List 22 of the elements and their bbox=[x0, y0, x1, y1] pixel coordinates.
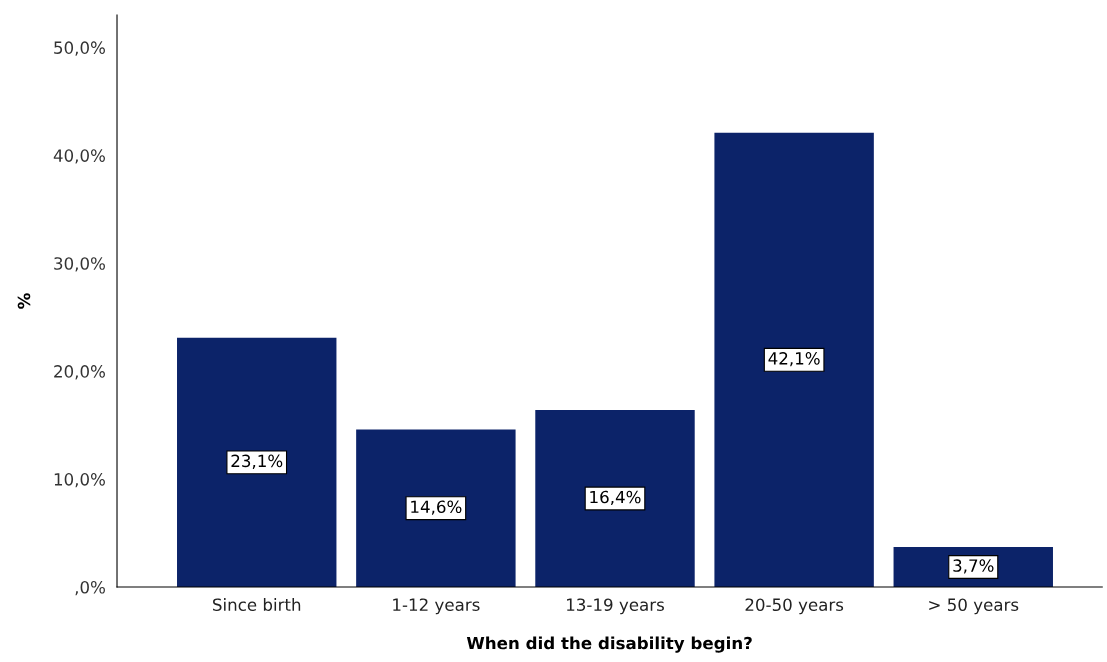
bar bbox=[177, 337, 337, 587]
bar bbox=[535, 410, 695, 587]
bar bbox=[356, 429, 516, 587]
data-label: 14,6% bbox=[411, 500, 462, 515]
x-tick-label: 13-19 years bbox=[567, 598, 664, 615]
data-label: 16,4% bbox=[590, 490, 641, 506]
x-axis-title: When did the disability begin? bbox=[466, 636, 752, 653]
y-tick-label: 20,0% bbox=[54, 365, 105, 380]
data-label: 3,7% bbox=[953, 559, 994, 574]
x-tick-label: 1-12 years bbox=[393, 598, 480, 615]
y-tick-label: 30,0% bbox=[54, 257, 105, 272]
x-tick-label: > 50 years bbox=[929, 598, 1019, 615]
y-tick-label: 50,0% bbox=[54, 41, 105, 56]
x-tick-label: Since birth bbox=[213, 598, 301, 612]
data-label: 23,1% bbox=[231, 454, 283, 469]
y-tick-label: ,0% bbox=[75, 580, 105, 596]
bar bbox=[714, 132, 874, 587]
y-axis-title: % bbox=[17, 293, 31, 309]
y-tick-label: 40,0% bbox=[53, 149, 105, 164]
data-label: 42,1% bbox=[768, 352, 820, 367]
x-tick-label: 20-50 years bbox=[745, 598, 844, 615]
y-tick-label: 10,0% bbox=[54, 473, 105, 488]
